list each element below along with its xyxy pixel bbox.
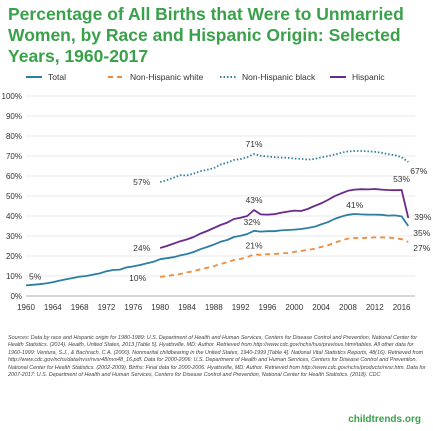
data-label: 43% <box>246 195 263 205</box>
legend-label-3: Hispanic <box>352 72 385 82</box>
x-tick-label: 2000 <box>285 303 303 312</box>
y-tick-label: 0% <box>10 292 22 301</box>
y-tick-label: 40% <box>6 212 22 221</box>
y-tick-label: 100% <box>2 92 22 101</box>
series-line-non-hispanic-white <box>159 236 409 278</box>
data-label: 27% <box>413 243 430 253</box>
x-tick-label: 1972 <box>98 303 116 312</box>
brand-link[interactable]: childtrends.org <box>348 414 421 425</box>
y-tick-label: 80% <box>6 132 22 141</box>
series-lines <box>25 150 410 287</box>
x-tick-label: 1996 <box>259 303 277 312</box>
sources-note: Sources: Data by race and Hispanic origi… <box>8 335 426 379</box>
data-label: 67% <box>410 166 427 176</box>
y-tick-label: 50% <box>6 192 22 201</box>
line-chart: Total Non-Hispanic white Non-Hispanic blac… <box>2 72 432 312</box>
x-tick-label: 1984 <box>178 303 196 312</box>
legend-label-1: Non-Hispanic white <box>130 72 203 82</box>
x-tick-label: 2004 <box>312 303 330 312</box>
data-labels: 5% 32% 41% 35% 10% 21% 27% 57% 71% 67% 24% 43% 53% 39… <box>29 139 432 283</box>
data-label: 21% <box>246 240 263 250</box>
x-axis: 1960 1964 1968 1972 1976 1980 1984 1988 1992 1996… <box>17 303 411 312</box>
data-label: 39% <box>414 212 431 222</box>
gridlines <box>26 95 415 297</box>
x-tick-label: 1964 <box>44 303 62 312</box>
legend-label-2: Non-Hispanic black <box>242 72 316 82</box>
y-tick-label: 20% <box>6 252 22 261</box>
data-label: 41% <box>346 200 363 210</box>
x-tick-label: 2012 <box>366 303 384 312</box>
x-tick-label: 1992 <box>232 303 250 312</box>
legend-label-0: Total <box>48 72 66 82</box>
y-tick-label: 10% <box>6 272 22 281</box>
data-label: 24% <box>133 243 150 253</box>
data-label: 32% <box>244 217 261 227</box>
y-axis: 0% 10% 20% 30% 40% 50% 60% 70% 80% 90% 100% <box>2 92 22 301</box>
series-line-non-hispanic-black <box>159 150 409 183</box>
data-label: 10% <box>129 273 146 283</box>
x-tick-label: 1968 <box>71 303 89 312</box>
data-label: 53% <box>393 174 410 184</box>
series-line-total <box>25 213 410 287</box>
series-line-hispanic <box>159 188 410 249</box>
x-tick-label: 1988 <box>205 303 223 312</box>
y-tick-label: 90% <box>6 112 22 121</box>
x-tick-label: 1980 <box>151 303 169 312</box>
x-tick-label: 2008 <box>339 303 357 312</box>
chart-title: Percentage of All Births that Were to Un… <box>8 4 404 66</box>
x-tick-label: 1976 <box>124 303 142 312</box>
data-label: 57% <box>133 177 150 187</box>
data-label: 5% <box>29 271 42 281</box>
x-tick-label: 2016 <box>393 303 411 312</box>
data-label: 35% <box>413 228 430 238</box>
y-tick-label: 60% <box>6 172 22 181</box>
legend: Total Non-Hispanic white Non-Hispanic blac… <box>26 72 385 82</box>
x-tick-label: 1960 <box>17 303 35 312</box>
y-tick-label: 30% <box>6 232 22 241</box>
data-label: 71% <box>246 139 263 149</box>
y-tick-label: 70% <box>6 152 22 161</box>
